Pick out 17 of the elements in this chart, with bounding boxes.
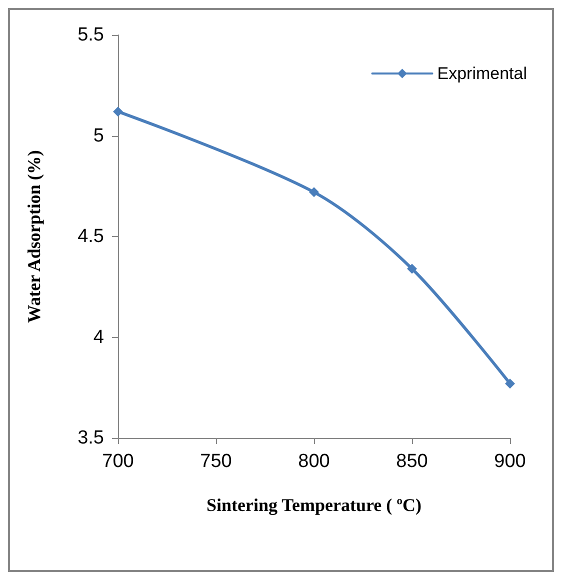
legend-label: Exprimental	[437, 64, 528, 83]
point	[309, 187, 319, 198]
y-axis-title: Water Adsorption (%)	[24, 150, 44, 323]
y-tick-label: 3.5	[78, 428, 104, 448]
x-tick-label: 800	[298, 451, 330, 472]
x-axis-title: Sintering Temperature ( ºC)	[206, 495, 422, 515]
x-tick-label: 750	[200, 451, 232, 472]
x-tick-label: 900	[494, 451, 526, 472]
x-tick-label: 850	[396, 451, 428, 472]
y-tick-label: 5.5	[78, 24, 104, 46]
y-tick-label: 4.5	[78, 226, 104, 247]
y-tick-label: 4	[93, 326, 104, 348]
x-tick-label: 700	[102, 451, 134, 472]
y-tick-label: 5	[93, 125, 104, 146]
point	[505, 378, 515, 389]
point	[407, 264, 417, 274]
point	[113, 106, 123, 117]
